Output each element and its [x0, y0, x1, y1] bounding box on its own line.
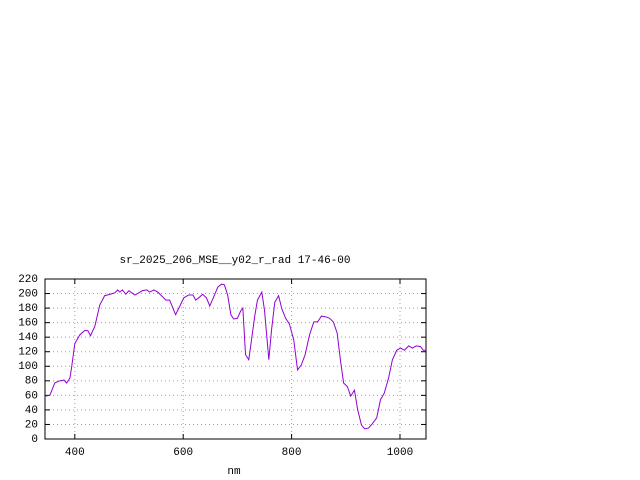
y-tick-label: 20: [25, 419, 38, 431]
x-tick-label: 1000: [387, 447, 413, 459]
y-tick-label: 100: [18, 361, 38, 373]
data-line: [44, 283, 426, 430]
plot-border: [44, 278, 427, 440]
y-tick-label: 0: [31, 434, 38, 446]
y-tick-label: 40: [25, 405, 38, 417]
y-tick-label: 220: [18, 274, 38, 286]
y-tick-label: 200: [18, 288, 38, 300]
y-tick-label: 180: [18, 303, 38, 315]
y-tick-label: 160: [18, 318, 38, 330]
x-tick-label: 800: [282, 447, 302, 459]
x-tick-label: 400: [65, 447, 85, 459]
y-tick-label: 140: [18, 332, 38, 344]
y-tick-label: 120: [18, 347, 38, 359]
x-axis-label: nm: [227, 466, 241, 478]
y-tick-label: 80: [25, 376, 38, 388]
chart-title: sr_2025_206_MSE__y02_r_rad 17-46-00: [119, 255, 350, 267]
x-tick-label: 600: [173, 447, 193, 459]
y-tick-label: 60: [25, 390, 38, 402]
